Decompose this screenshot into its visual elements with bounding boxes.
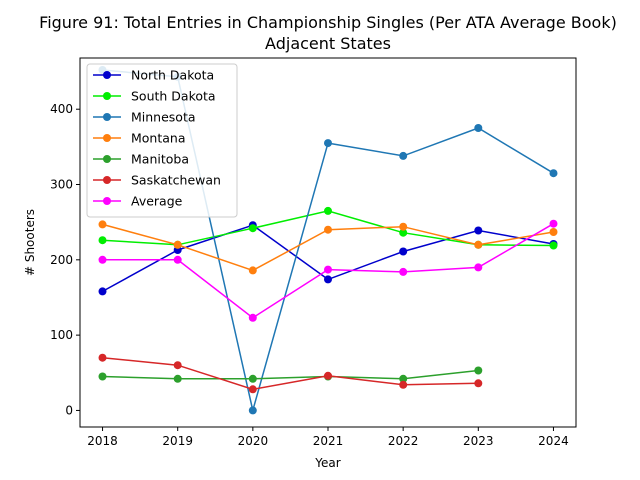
legend-marker-average [103,197,111,205]
legend-item-north-dakota: North Dakota [93,68,214,83]
point-average-2018 [98,255,107,264]
y-tick-label-400: 400 [50,102,73,116]
legend-marker-north-dakota [103,71,111,79]
chart-title-line-2: Adjacent States [265,34,391,53]
legend-label-montana: Montana [131,131,186,146]
point-north-dakota-2021 [324,275,332,284]
x-axis: 2018 2019 2020 2021 2022 2023 2024 [87,427,569,448]
legend-item-montana: Montana [93,131,186,146]
point-north-dakota-2018 [98,287,107,296]
point-manitoba-2018 [98,372,107,381]
point-south-dakota-2018 [98,236,107,245]
x-tick-label-2024: 2024 [538,434,569,448]
legend-item-average: Average [93,194,183,209]
point-saskatchewan-2023 [474,379,483,388]
point-montana-2022 [399,222,408,231]
series-manitoba [98,366,483,383]
series-saskatchewan [98,353,483,394]
point-minnesota-2020 [248,406,257,415]
point-average-2022 [399,267,408,276]
legend-marker-manitoba [103,155,111,163]
y-axis: 0 100 200 300 400 [50,102,80,417]
series-average [98,219,558,322]
legend: North Dakota South Dakota Minnesota Montana… [86,63,238,218]
legend-label-average: Average [131,194,183,209]
y-axis-label: # Shooters [23,209,37,276]
point-north-dakota-2022 [399,247,408,256]
legend-item-minnesota: Minnesota [93,110,196,125]
x-tick-label-2022: 2022 [388,434,419,448]
point-south-dakota-2024 [549,241,558,250]
point-north-dakota-2023 [474,226,483,235]
legend-label-saskatchewan: Saskatchewan [131,173,221,188]
legend-marker-montana [103,134,111,142]
point-average-2023 [474,263,483,272]
point-average-2019 [173,255,182,264]
x-tick-label-2018: 2018 [87,434,118,448]
legend-marker-minnesota [103,113,111,121]
point-south-dakota-2020 [248,224,257,233]
series-line-saskatchewan [102,356,479,391]
point-montana-2019 [173,240,182,249]
x-tick-label-2020: 2020 [238,434,269,448]
point-montana-2024 [549,228,558,236]
legend-item-saskatchewan: Saskatchewan [93,173,221,188]
legend-item-manitoba: Manitoba [93,152,189,167]
x-tick-label-2023: 2023 [463,434,494,448]
y-tick-label-100: 100 [50,328,73,342]
point-minnesota-2021 [324,139,332,148]
point-montana-2018 [98,220,107,229]
point-average-2024 [549,219,558,228]
legend-label-minnesota: Minnesota [131,110,196,125]
point-minnesota-2024 [549,169,558,178]
point-montana-2020 [248,266,257,275]
point-south-dakota-2021 [324,206,332,215]
legend-marker-south-dakota [103,92,111,100]
point-montana-2021 [324,225,332,234]
y-tick-label-300: 300 [50,178,73,192]
point-south-dakota-2022 [399,228,408,237]
x-tick-label-2021: 2021 [313,434,344,448]
y-tick-label-0: 0 [65,403,73,417]
chart-title-line-1: Figure 91: Total Entries in Championship… [39,13,617,32]
legend-label-south-dakota: South Dakota [131,89,216,104]
series-line-manitoba [102,369,479,380]
x-axis-label: Year [314,456,340,470]
point-saskatchewan-2019 [173,361,182,370]
x-tick-label-2019: 2019 [162,434,193,448]
point-manitoba-2022 [399,374,408,383]
point-average-2021 [324,265,332,274]
point-montana-2023 [474,240,483,249]
point-saskatchewan-2021 [324,371,332,380]
point-minnesota-2022 [399,151,408,160]
series-montana [98,220,558,275]
point-manitoba-2023 [474,366,483,375]
series-layer [98,66,558,415]
point-manitoba-2019 [173,374,182,383]
legend-box [86,63,238,218]
point-saskatchewan-2022 [399,380,408,389]
point-minnesota-2023 [474,124,483,132]
point-saskatchewan-2018 [98,353,107,362]
legend-item-south-dakota: South Dakota [93,89,216,104]
y-tick-label-200: 200 [50,253,73,267]
point-average-2020 [248,313,257,322]
legend-label-manitoba: Manitoba [131,152,189,167]
legend-marker-saskatchewan [103,176,111,184]
point-saskatchewan-2020 [248,385,257,394]
legend-label-north-dakota: North Dakota [131,68,214,83]
point-manitoba-2020 [248,374,257,383]
